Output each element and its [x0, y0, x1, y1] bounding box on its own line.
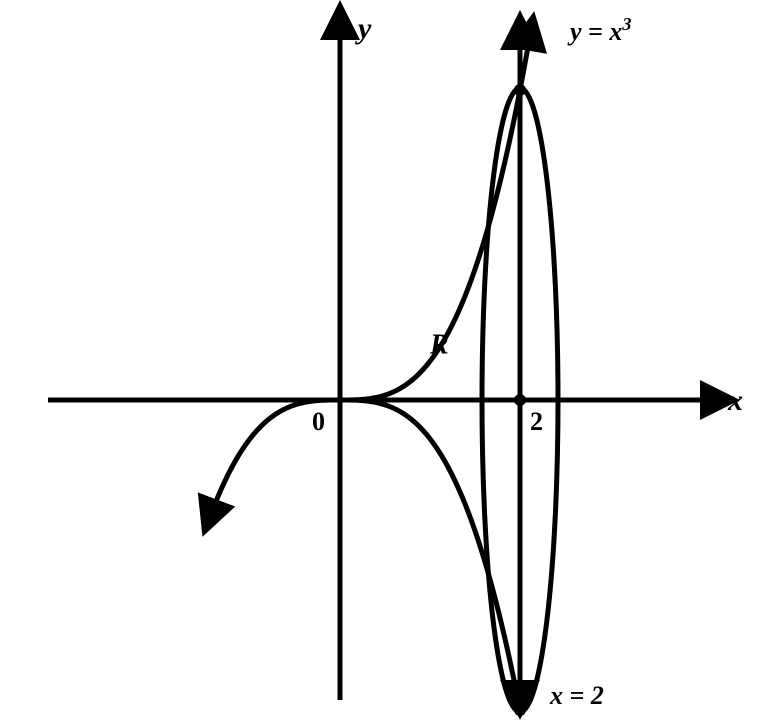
- point-bottom: [514, 704, 526, 716]
- region-label: R: [429, 330, 449, 361]
- origin-label: 0: [312, 407, 325, 436]
- cubic-reflected: [340, 400, 520, 710]
- cubic-equation-label: y = x3: [567, 14, 631, 46]
- tick-2-label: 2: [530, 407, 543, 436]
- x-axis-label: x: [727, 384, 743, 417]
- math-diagram: y x 0 2 R y = x3 x = 2: [0, 0, 770, 720]
- vertical-line-label: x = 2: [549, 681, 604, 710]
- point-top: [514, 84, 526, 96]
- point-at-2: [514, 394, 526, 406]
- y-axis-label: y: [355, 12, 372, 45]
